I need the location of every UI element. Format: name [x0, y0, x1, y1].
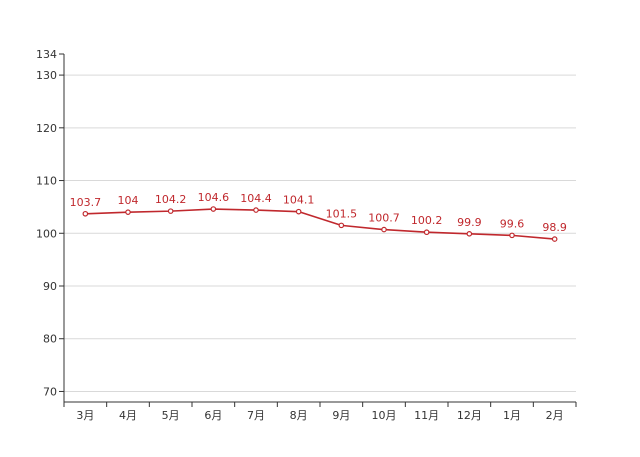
x-tick-label-1: 4月 [119, 409, 137, 422]
y-tick-label-120: 120 [36, 122, 57, 135]
data-label-1: 104 [118, 194, 139, 207]
y-tick-label-130: 130 [36, 69, 57, 82]
y-tick-label-70: 70 [43, 385, 57, 398]
data-point-10 [509, 232, 515, 239]
data-point-4 [253, 207, 259, 213]
y-axis-ticks: 70 80 90 100 110 120 130 134 [36, 48, 64, 398]
data-label-2: 104.2 [155, 193, 187, 206]
series-line [85, 208, 555, 240]
y-tick-label-100: 100 [36, 227, 57, 240]
data-label-4: 104.4 [240, 192, 272, 205]
data-point-7 [381, 226, 387, 233]
series-line-path [85, 208, 555, 240]
y-tick-label-80: 80 [43, 333, 57, 346]
data-label-0: 103.7 [70, 196, 102, 209]
data-label-10: 99.6 [500, 217, 525, 230]
x-tick-label-6: 9月 [332, 409, 350, 422]
data-label-5: 104.1 [283, 194, 315, 207]
gridlines [64, 74, 576, 392]
data-label-6: 101.5 [326, 207, 358, 220]
x-axis-ticks: 3月 4月 5月 6月 7月 8月 9月 10月 11月 12月 1月 2月 [63, 402, 577, 422]
x-tick-label-11: 2月 [546, 409, 564, 422]
x-tick-label-9: 12月 [457, 409, 482, 422]
x-tick-label-10: 1月 [503, 409, 521, 422]
x-tick-label-2: 5月 [162, 409, 180, 422]
data-point-6 [338, 222, 345, 229]
data-point-0 [82, 210, 89, 217]
data-labels: 103.7 104 104.2 104.6 104.4 104.1 101.5 100.7 10… [70, 191, 567, 234]
x-tick-label-4: 7月 [247, 409, 265, 422]
x-tick-label-5: 8月 [290, 409, 308, 422]
data-point-8 [423, 229, 430, 236]
data-point-5 [295, 208, 302, 215]
y-tick-label-134: 134 [36, 48, 57, 61]
data-label-8: 100.2 [411, 214, 443, 227]
data-point-3 [210, 206, 217, 212]
data-point-1 [125, 209, 131, 215]
data-points [82, 206, 558, 242]
data-label-3: 104.6 [198, 191, 230, 204]
data-label-7: 100.7 [368, 212, 400, 225]
data-label-9: 99.9 [457, 216, 482, 229]
data-point-2 [167, 208, 174, 214]
x-tick-label-3: 6月 [204, 409, 222, 422]
data-point-9 [466, 231, 473, 237]
x-tick-label-8: 11月 [414, 409, 439, 422]
x-tick-label-0: 3月 [76, 409, 94, 422]
data-label-11: 98.9 [542, 221, 567, 234]
y-tick-label-90: 90 [43, 280, 57, 293]
x-tick-label-7: 10月 [372, 409, 397, 422]
y-tick-label-110: 110 [36, 175, 57, 188]
data-point-11 [551, 236, 558, 242]
